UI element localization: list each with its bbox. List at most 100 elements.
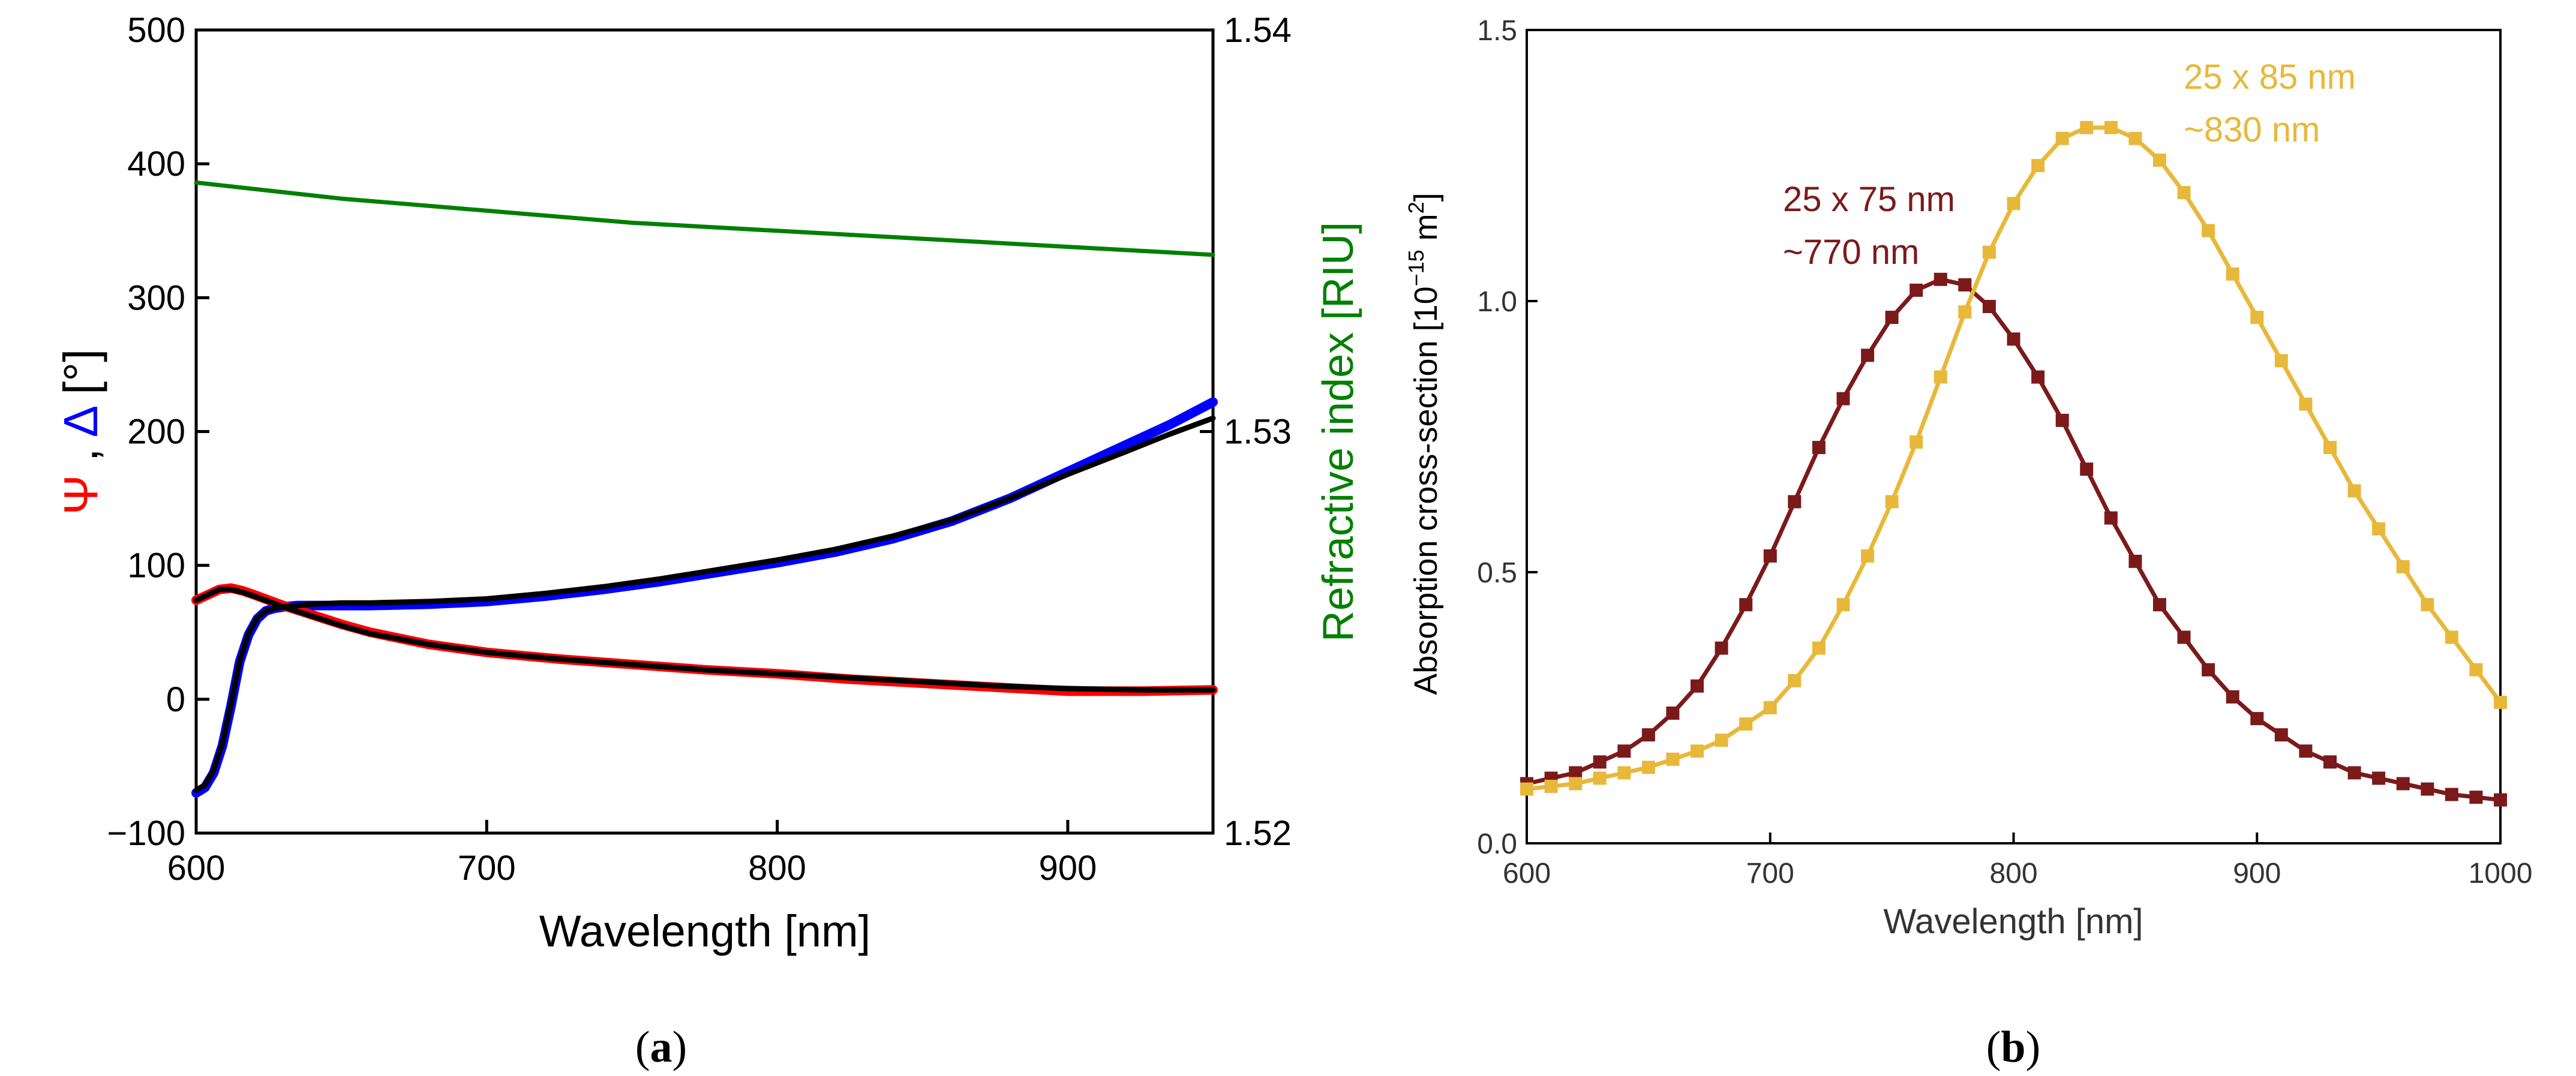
chart-a-right-ytick-label: 1.53 — [1224, 413, 1292, 452]
chart-a-series-delta-fit — [193, 415, 1216, 794]
chart-a-ticks-layer: 600 700 800 900 −100 0 100 200 300 400 500 1.52 1.53… — [107, 11, 1292, 888]
chart-b-point-25-x-75-nm — [2469, 791, 2483, 804]
chart-b-point-25-x-85-nm — [1788, 674, 1802, 687]
chart-b-point-25-x-75-nm — [2396, 777, 2410, 791]
chart-b-point-25-x-85-nm — [1763, 701, 1777, 714]
annotation-25x75-line2: ~770 nm — [1783, 233, 1919, 272]
chart-a-xtick-label: 800 — [748, 849, 806, 888]
chart-b-ytick-label: 0.0 — [1477, 828, 1517, 860]
chart-b-xtick-label: 1000 — [2469, 858, 2533, 889]
chart-b-point-25-x-85-nm — [2177, 186, 2191, 200]
chart-b-point-25-x-75-nm — [2347, 766, 2361, 780]
chart-b-point-25-x-85-nm — [2372, 522, 2386, 536]
chart-b-point-25-x-75-nm — [2372, 771, 2386, 785]
chart-b-point-25-x-85-nm — [1544, 780, 1558, 794]
chart-b-series-line-25-x-85-nm — [1526, 125, 2502, 792]
chart-b-point-25-x-85-nm — [2202, 224, 2215, 238]
chart-b-point-25-x-85-nm — [2055, 131, 2069, 145]
chart-a-left-ytick-label: 0 — [166, 680, 185, 719]
chart-b-point-25-x-75-nm — [2250, 712, 2264, 726]
chart-b-point-25-x-85-nm — [1569, 777, 1583, 791]
chart-b-point-25-x-75-nm — [2323, 755, 2337, 769]
chart-b-point-25-x-75-nm — [1982, 300, 1996, 313]
chart-a-left-ytick-label: 400 — [127, 145, 185, 184]
chart-b-point-25-x-75-nm — [2128, 554, 2142, 568]
chart-b-point-25-x-75-nm — [1836, 392, 1850, 405]
chart-a-left-ylabel: Ψ , Δ [°] — [54, 349, 107, 515]
chart-b-point-25-x-75-nm — [1691, 679, 1704, 693]
ylabel-unit: [°] — [54, 349, 107, 408]
chart-b-point-25-x-75-nm — [1812, 441, 1826, 455]
chart-a-left-ytick-label: −100 — [107, 814, 185, 853]
chart-b-series-line-25-x-75-nm — [1526, 277, 2501, 803]
chart-b-point-25-x-85-nm — [2421, 598, 2434, 612]
chart-a-xtick-label: 900 — [1038, 849, 1097, 888]
chart-b-point-25-x-85-nm — [1617, 766, 1631, 780]
chart-b-point-25-x-85-nm — [1861, 549, 1875, 563]
chart-b-ytick-label: 1.5 — [1477, 15, 1517, 47]
chart-b-point-25-x-75-nm — [2007, 332, 2020, 346]
chart-b-point-25-x-75-nm — [2299, 744, 2313, 758]
chart-b-point-25-x-75-nm — [1861, 348, 1875, 362]
chart-b-point-25-x-85-nm — [2104, 121, 2118, 134]
chart-b-point-25-x-85-nm — [1520, 782, 1533, 796]
annotation-25x85-line1: 25 x 85 nm — [2184, 58, 2356, 97]
chart-a-right-ytick-label: 1.54 — [1224, 11, 1292, 50]
chart-b-point-25-x-75-nm — [2055, 413, 2069, 427]
ylabel-separator: , — [54, 437, 107, 474]
chart-a-right-ylabel: Refractive index [RIU] — [1314, 222, 1362, 642]
chart-a-series-delta-measured — [191, 397, 1218, 798]
chart-b-point-25-x-85-nm — [1958, 305, 1972, 319]
chart-b-point-25-x-85-nm — [2128, 131, 2142, 145]
chart-b-point-25-x-75-nm — [1617, 744, 1631, 758]
chart-b-plot-frame — [1526, 29, 2502, 844]
chart-b-point-25-x-75-nm — [1641, 728, 1655, 742]
chart-b-point-25-x-85-nm — [1933, 370, 1947, 384]
chart-b-point-25-x-85-nm — [2347, 484, 2361, 498]
chart-a-left-ytick-label: 300 — [127, 278, 185, 317]
chart-b-point-25-x-75-nm — [2104, 511, 2118, 525]
chart-b-point-25-x-75-nm — [2152, 598, 2166, 612]
delta-symbol: Δ — [54, 406, 107, 437]
chart-b-point-25-x-85-nm — [2080, 121, 2094, 134]
panel-a-label: (a) — [635, 1023, 687, 1072]
chart-b-point-25-x-85-nm — [1982, 245, 1996, 259]
chart-b-xlabel: Wavelength [nm] — [1883, 902, 2143, 941]
chart-b-point-25-x-75-nm — [1885, 311, 1899, 324]
chart-b-point-25-x-75-nm — [2445, 788, 2458, 801]
chart-b-point-25-x-75-nm — [1569, 766, 1583, 780]
chart-a-plot-frame — [194, 28, 1215, 835]
chart-b-point-25-x-85-nm — [1666, 752, 1680, 766]
chart-b-point-25-x-75-nm — [1933, 272, 1947, 286]
chart-b-point-25-x-75-nm — [1788, 495, 1802, 509]
chart-a-right-ytick-label: 1.52 — [1224, 814, 1292, 853]
chart-b-point-25-x-85-nm — [2299, 397, 2313, 411]
chart-b-xtick-label: 700 — [1746, 858, 1794, 889]
chart-a-xtick-label: 600 — [167, 849, 226, 888]
chart-b-point-25-x-85-nm — [2274, 354, 2288, 368]
chart-b-point-25-x-85-nm — [2469, 663, 2483, 677]
chart-b-ytick-label: 0.5 — [1477, 557, 1517, 589]
psi-symbol: Ψ — [54, 475, 107, 515]
chart-b-point-25-x-75-nm — [2202, 663, 2215, 677]
chart-b-point-25-x-75-nm — [2031, 370, 2045, 384]
chart-b-point-25-x-85-nm — [2226, 267, 2239, 281]
chart-b-point-25-x-75-nm — [2177, 630, 2191, 644]
chart-b-point-25-x-75-nm — [2226, 690, 2239, 704]
chart-b-point-25-x-85-nm — [1836, 598, 1850, 612]
chart-b-point-25-x-75-nm — [1910, 283, 1923, 297]
chart-b-xtick-label: 900 — [2233, 858, 2281, 889]
chart-b-point-25-x-85-nm — [1715, 734, 1728, 747]
chart-b-point-25-x-85-nm — [2250, 311, 2264, 324]
chart-b-point-25-x-75-nm — [1958, 278, 1972, 291]
chart-a-left-ytick-label: 200 — [127, 413, 185, 452]
chart-b-point-25-x-85-nm — [1910, 435, 1923, 449]
chart-b-point-25-x-75-nm — [1739, 598, 1753, 612]
chart-b-series-layer — [1520, 121, 2507, 807]
chart-b-point-25-x-85-nm — [2445, 630, 2458, 644]
chart-a-series-psi-fit — [193, 587, 1216, 693]
chart-b-point-25-x-75-nm — [1715, 641, 1728, 655]
chart-b: 600 700 800 900 1000 0.0 0.5 1.0 1.5 Wavelength … — [1404, 15, 2532, 1072]
chart-a: 600 700 800 900 −100 0 100 200 300 400 500 1.52 1.53… — [54, 11, 1362, 1072]
chart-b-point-25-x-75-nm — [1763, 549, 1777, 563]
